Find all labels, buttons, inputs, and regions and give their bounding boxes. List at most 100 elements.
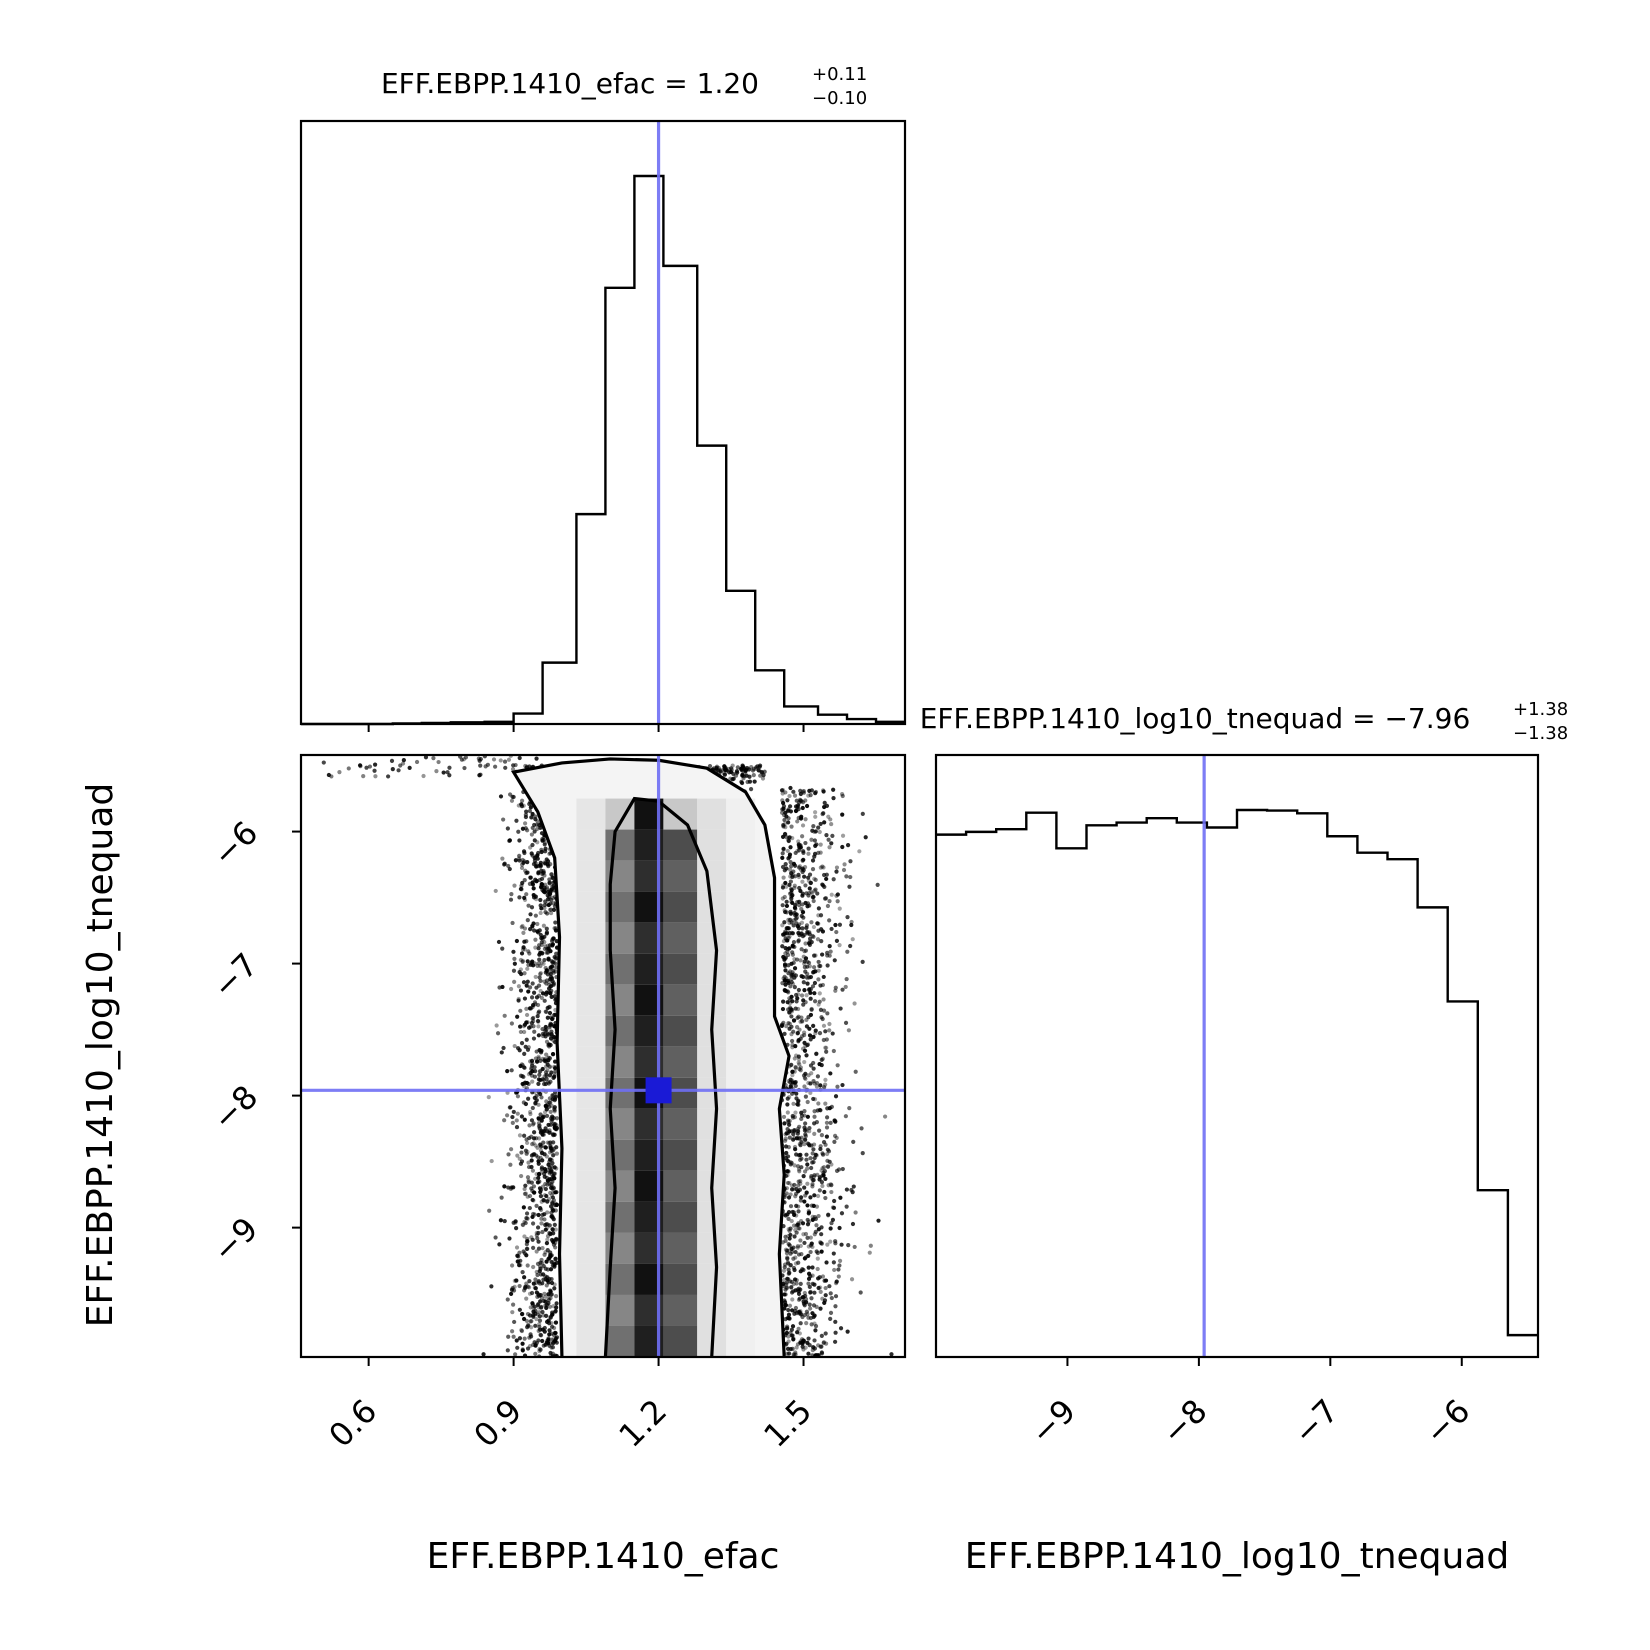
sample-point	[811, 823, 816, 829]
sample-point	[780, 885, 786, 890]
sample-point	[407, 765, 412, 770]
sample-point	[544, 1241, 550, 1246]
sample-point	[815, 937, 821, 942]
sample-point	[554, 965, 559, 970]
sample-point	[549, 1214, 554, 1219]
sample-point	[542, 1171, 547, 1177]
sample-point	[539, 849, 544, 855]
sample-point	[823, 1077, 828, 1082]
sample-point	[807, 939, 812, 944]
sample-point	[547, 896, 552, 902]
sample-point	[553, 1208, 558, 1213]
sample-point	[546, 1055, 551, 1060]
sample-point	[807, 1284, 812, 1290]
sample-point	[549, 938, 555, 943]
sample-point	[787, 1236, 792, 1241]
sample-point	[530, 1016, 535, 1021]
sample-point	[735, 765, 740, 770]
sample-point	[825, 1106, 830, 1111]
sample-point	[783, 968, 788, 973]
sample-point	[522, 1133, 527, 1138]
sample-point	[793, 1044, 798, 1049]
sample-point	[808, 1243, 813, 1248]
sample-point	[808, 793, 813, 798]
x-tick-label: −9	[1023, 1392, 1083, 1452]
sample-point	[796, 1226, 801, 1231]
sample-point	[372, 768, 377, 773]
sample-point	[524, 983, 529, 988]
sample-point	[792, 1234, 797, 1239]
sample-point	[821, 1023, 827, 1028]
sample-point	[531, 928, 537, 933]
sample-point	[783, 1302, 788, 1308]
sample-point	[532, 961, 537, 966]
sample-point	[386, 774, 391, 779]
sample-point	[812, 1097, 818, 1102]
sample-point	[793, 973, 799, 978]
sample-point	[780, 864, 786, 870]
sample-point	[801, 1002, 806, 1007]
sample-point	[553, 1320, 559, 1325]
sample-point	[808, 1063, 814, 1068]
density-cell	[697, 1263, 727, 1295]
histogram-bin	[543, 663, 577, 724]
sample-point	[441, 770, 446, 775]
sample-point	[553, 1309, 558, 1314]
y-tick-label: −7	[205, 946, 265, 1006]
sample-point	[759, 769, 764, 775]
sample-point	[800, 805, 805, 811]
sample-point	[533, 945, 538, 950]
sample-point	[539, 1221, 544, 1226]
sample-point	[834, 1135, 839, 1141]
sample-point	[792, 1163, 797, 1168]
sample-point	[511, 1302, 516, 1307]
sample-point	[867, 1250, 872, 1255]
sample-point	[785, 1102, 790, 1107]
sample-point	[798, 1339, 803, 1344]
sample-point	[793, 850, 798, 856]
sample-point	[785, 1346, 791, 1351]
sample-point	[535, 1180, 541, 1185]
sample-point	[531, 1036, 537, 1041]
sample-point	[815, 1074, 821, 1079]
sample-point	[533, 937, 538, 942]
sample-point	[793, 1305, 799, 1311]
sample-point	[553, 926, 558, 931]
sample-point	[445, 770, 450, 775]
sample-point	[522, 1285, 528, 1291]
sample-point	[513, 1220, 518, 1225]
sample-point	[796, 815, 801, 821]
sample-point	[815, 1250, 820, 1256]
sample-point	[547, 1010, 553, 1016]
sample-point	[519, 1144, 525, 1150]
sample-point	[828, 1182, 833, 1187]
density-cell	[726, 1139, 756, 1171]
sample-point	[553, 1190, 558, 1195]
sample-point	[792, 1115, 797, 1120]
sample-point	[803, 1094, 808, 1099]
sample-point	[847, 884, 852, 889]
sample-point	[400, 761, 406, 766]
sample-point	[537, 877, 542, 883]
sample-point	[547, 1332, 552, 1337]
sample-point	[538, 988, 543, 994]
histogram-bin	[966, 832, 996, 1357]
sample-point	[794, 1203, 799, 1208]
sample-point	[811, 1066, 816, 1071]
tnequad-histogram-steps	[936, 808, 1538, 1357]
sample-point	[524, 1037, 529, 1042]
sample-point	[502, 1118, 507, 1123]
sample-point	[787, 1316, 792, 1321]
sample-point	[803, 1121, 808, 1126]
sample-point	[863, 835, 868, 840]
sample-point	[533, 1351, 538, 1356]
sample-point	[794, 798, 799, 803]
density-cell	[663, 891, 698, 923]
sample-point	[517, 1250, 522, 1255]
sample-point	[818, 1289, 823, 1294]
density-cell	[605, 829, 635, 861]
sample-point	[848, 874, 853, 880]
sample-point	[531, 1305, 536, 1310]
density-cell	[576, 922, 606, 954]
sample-point	[782, 868, 787, 873]
